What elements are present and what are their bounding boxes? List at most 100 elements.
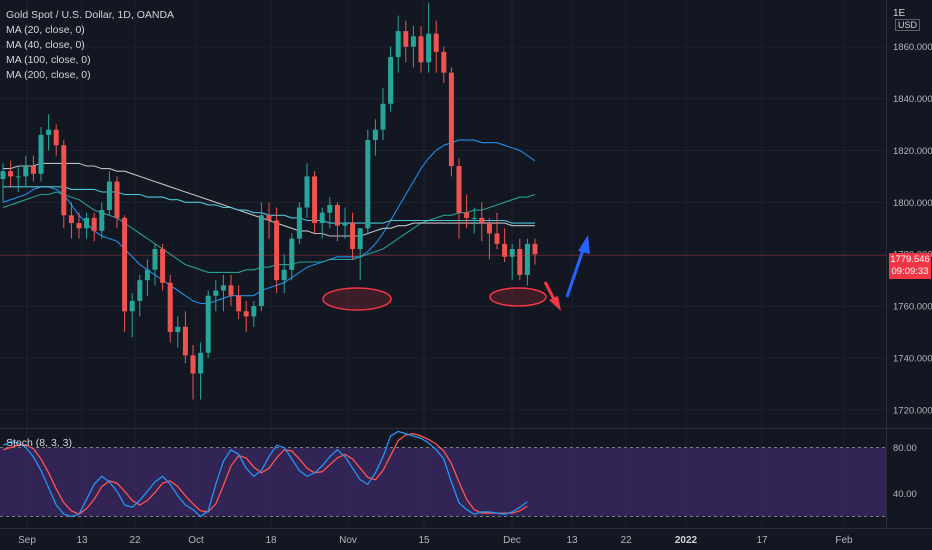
- candle-body: [517, 249, 523, 275]
- candle-body: [350, 223, 356, 250]
- candle-body: [236, 295, 242, 312]
- candle-body: [68, 215, 74, 224]
- arrow-down-head: [549, 296, 561, 311]
- x-tick-label: Nov: [339, 535, 357, 546]
- candle-body: [486, 223, 492, 234]
- candle-body: [152, 249, 158, 270]
- x-tick-label: 22: [129, 535, 141, 546]
- candle-body: [38, 134, 44, 174]
- x-tick-label: Oct: [188, 535, 204, 546]
- candle-body: [372, 129, 378, 141]
- legend-ma100[interactable]: MA (100, close, 0): [6, 54, 91, 66]
- x-tick-label: Feb: [835, 535, 853, 546]
- candle-body: [137, 280, 143, 301]
- candle-body: [243, 311, 249, 317]
- candle-body: [327, 204, 333, 213]
- x-tick-label: 17: [756, 535, 768, 546]
- candle-body: [167, 282, 173, 333]
- legend-title[interactable]: Gold Spot / U.S. Dollar, 1D, OANDA: [6, 9, 175, 21]
- candle-body: [99, 210, 105, 231]
- stoch-legend[interactable]: Stoch (8, 3, 3): [6, 437, 72, 449]
- candle-body: [281, 269, 287, 281]
- candle-body: [0, 171, 6, 179]
- candle-body: [456, 166, 462, 213]
- last-price-badge: 1779.546 09:09:33: [889, 253, 931, 279]
- candle-body: [433, 33, 439, 52]
- ma40-line: [2, 191, 536, 273]
- currency-code: USD: [895, 19, 921, 31]
- candle-body: [266, 215, 272, 221]
- stoch-tick-label: 40.00: [893, 489, 917, 500]
- candle-body: [144, 269, 150, 281]
- legend-ma40[interactable]: MA (40, close, 0): [6, 39, 85, 51]
- candle-body: [220, 285, 226, 291]
- candle-body: [395, 31, 401, 58]
- candle-body: [114, 181, 120, 218]
- x-tick-label: 2022: [675, 535, 698, 546]
- x-tick-label: Sep: [18, 535, 36, 546]
- candle-body: [319, 212, 325, 224]
- candle-body: [274, 220, 280, 281]
- candle-body: [175, 326, 181, 333]
- candle-body: [182, 326, 188, 356]
- candle-body: [53, 129, 59, 146]
- candle-body: [23, 166, 29, 177]
- x-tick-label: 13: [566, 535, 578, 546]
- ma20-line: [2, 139, 536, 305]
- candle-body: [342, 223, 348, 226]
- highlight-ellipse: [322, 287, 392, 311]
- candle-body: [448, 72, 454, 167]
- legend-ma20[interactable]: MA (20, close, 0): [6, 24, 85, 36]
- candle-body: [84, 217, 90, 229]
- y-tick-label: 1860.000: [893, 42, 932, 53]
- candle-body: [410, 36, 416, 47]
- candle-body: [494, 233, 500, 244]
- candle-body: [479, 217, 485, 224]
- stoch_k-line: [2, 430, 528, 518]
- candle-body: [502, 243, 508, 257]
- x-tick-label: 13: [76, 535, 88, 546]
- y-tick-label: 1800.000: [893, 198, 932, 209]
- candle-body: [8, 171, 14, 177]
- arrow-up-head: [578, 235, 590, 254]
- candle-body: [509, 249, 515, 257]
- candle-body: [304, 176, 310, 208]
- candle-body: [251, 306, 257, 317]
- stoch-panel: [0, 428, 932, 518]
- candle-body: [160, 249, 166, 283]
- annotations: [322, 235, 590, 311]
- stoch-tick-label: 80.00: [893, 443, 917, 454]
- candle-body: [46, 129, 52, 135]
- legend-ma200[interactable]: MA (200, close, 0): [6, 69, 91, 81]
- candle-body: [15, 176, 21, 178]
- candle-body: [91, 217, 97, 231]
- candle-body: [357, 228, 363, 250]
- candle-body: [532, 243, 538, 255]
- candle-body: [228, 285, 234, 296]
- candle-body: [30, 166, 36, 174]
- candles: [0, 2, 886, 400]
- countdown: 09:09:33: [891, 266, 929, 277]
- candle-body: [418, 36, 424, 63]
- candle-body: [388, 57, 394, 104]
- candle-body: [61, 145, 67, 216]
- y-tick-label: 1760.000: [893, 302, 932, 313]
- candle-body: [365, 140, 371, 229]
- y-tick-label: 1840.000: [893, 94, 932, 105]
- arrow-up-shaft: [565, 249, 585, 298]
- currency-label[interactable]: 1EUSD: [893, 8, 932, 31]
- candle-body: [106, 181, 112, 211]
- candle-body: [190, 355, 196, 374]
- candle-body: [129, 300, 135, 312]
- x-tick-label: 18: [265, 535, 277, 546]
- candle-body: [258, 215, 264, 307]
- candle-body: [296, 207, 302, 239]
- candle-body: [471, 217, 477, 219]
- grid: [0, 0, 886, 528]
- candle-body: [213, 290, 219, 296]
- candle-body: [205, 295, 211, 353]
- candle-body: [464, 212, 470, 218]
- currency-prefix: 1E: [893, 8, 906, 19]
